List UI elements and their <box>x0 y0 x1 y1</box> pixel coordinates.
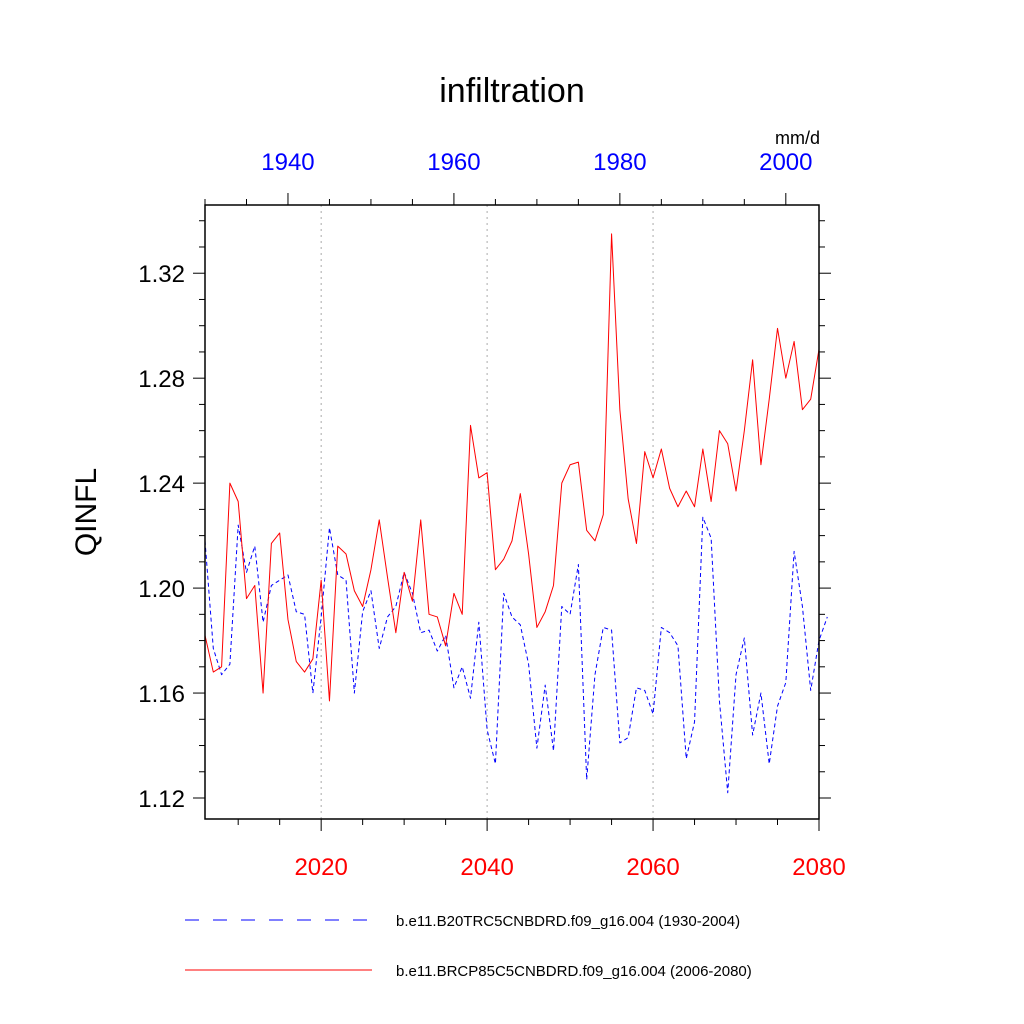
units-label: mm/d <box>775 128 820 148</box>
plot-frame <box>204 204 820 820</box>
y-tick-label: 1.32 <box>138 261 185 288</box>
legend-label-historical: b.e11.B20TRC5CNBDRD.f09_g16.004 (1930-20… <box>396 913 740 930</box>
y-tick-label: 1.24 <box>138 471 185 498</box>
axes-group: 1.12 1.16 1.20 1.24 1.28 1.32 2020 2040 2060 2080… <box>138 149 845 881</box>
series-line-historical <box>204 516 828 794</box>
x-top-tick-label: 2000 <box>759 149 812 176</box>
series-group <box>204 233 828 794</box>
x-top-tick-label: 1960 <box>427 149 480 176</box>
legend: b.e11.B20TRC5CNBDRD.f09_g16.004 (1930-20… <box>185 913 752 980</box>
series-line-projection <box>204 233 820 702</box>
vertical-gridlines <box>320 205 654 819</box>
y-tick-label: 1.20 <box>138 576 185 603</box>
y-tick-label: 1.12 <box>138 786 185 813</box>
legend-label-projection: b.e11.BRCP85C5CNBDRD.f09_g16.004 (2006-2… <box>396 963 752 980</box>
x-bottom-tick-label: 2020 <box>294 854 347 881</box>
y-tick-label: 1.28 <box>138 366 185 393</box>
y-axis-label: QINFL <box>70 468 103 556</box>
x-bottom-tick-label: 2080 <box>792 854 845 881</box>
chart-title: infiltration <box>439 72 585 110</box>
x-top-tick-label: 1940 <box>261 149 314 176</box>
x-bottom-tick-label: 2060 <box>626 854 679 881</box>
y-tick-label: 1.16 <box>138 681 185 708</box>
x-top-tick-label: 1980 <box>593 149 646 176</box>
x-bottom-tick-label: 2040 <box>460 854 513 881</box>
